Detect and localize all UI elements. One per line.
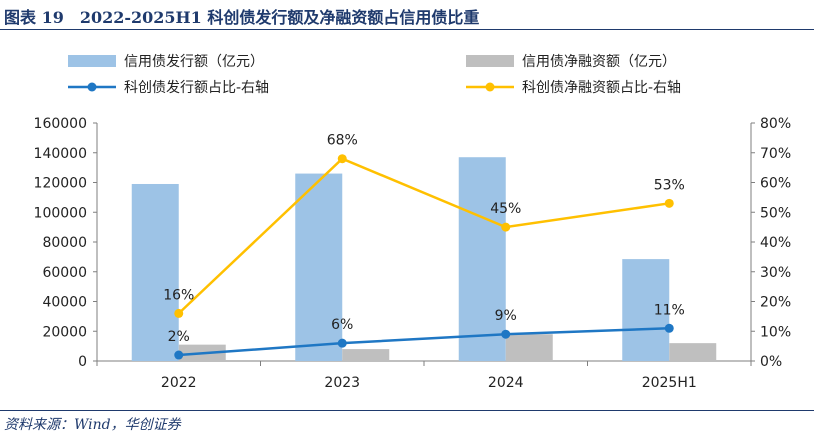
legend-marker (485, 82, 495, 92)
right-tick-label: 50% (760, 205, 791, 221)
data-label: 6% (331, 317, 353, 333)
bar-issuance (295, 173, 343, 361)
legend-item: 信用债发行额（亿元） (68, 54, 264, 70)
right-tick-label: 30% (760, 265, 791, 281)
x-tick-label: 2023 (324, 375, 360, 391)
bar-issuance (622, 259, 670, 361)
source-note: 资料来源：Wind，华创证券 (4, 417, 181, 433)
right-tick-label: 70% (760, 146, 791, 162)
legend-item: 科创债净融资额占比-右轴 (466, 80, 681, 96)
point-net-financing-share (501, 222, 511, 232)
left-tick-label: 160000 (34, 116, 87, 132)
right-tick-label: 10% (760, 324, 791, 340)
right-tick-label: 40% (760, 235, 791, 251)
lines (174, 154, 674, 360)
bar-net-financing (669, 343, 717, 361)
chart: 信用债发行额（亿元） 信用债净融资额（亿元） 科创债发行额占比-右轴 科创债净融资额占… (34, 54, 792, 391)
point-issuance-share (664, 323, 674, 333)
legend-item: 科创债发行额占比-右轴 (68, 80, 269, 96)
bar-issuance (458, 157, 506, 361)
point-issuance-share (501, 329, 511, 339)
title-bar (0, 0, 814, 30)
data-label: 9% (495, 308, 517, 324)
legend-swatch (68, 55, 116, 67)
legend-item: 信用债净融资额（亿元） (466, 54, 676, 70)
right-tick-label: 20% (760, 295, 791, 311)
left-tick-label: 0 (78, 354, 87, 370)
x-tick-label: 2024 (488, 375, 524, 391)
data-label: 45% (490, 201, 521, 217)
left-tick-label: 60000 (42, 265, 87, 281)
line-issuance-share (178, 327, 670, 357)
bars (131, 157, 717, 361)
bar-net-financing (505, 334, 553, 361)
left-tick-label: 20000 (42, 324, 87, 340)
chart-title: 图表 19 2022-2025H1 科创债发行额及净融资额占信用债比重 (4, 8, 480, 27)
data-labels: 2% 6% 9% 11% 16% 68% 45% 53% (163, 133, 685, 345)
legend-label: 科创债净融资额占比-右轴 (522, 80, 681, 96)
data-label: 68% (327, 133, 358, 149)
legend: 信用债发行额（亿元） 信用债净融资额（亿元） 科创债发行额占比-右轴 科创债净融资额占… (68, 54, 681, 96)
left-tick-label: 120000 (34, 176, 87, 192)
point-issuance-share (337, 338, 347, 348)
source-divider (0, 410, 814, 411)
bar-issuance (131, 183, 179, 361)
legend-marker (87, 82, 97, 92)
line-net-financing-share (177, 157, 670, 315)
legend-label: 信用债发行额（亿元） (124, 54, 264, 70)
data-label: 16% (163, 287, 194, 303)
left-tick-label: 100000 (34, 205, 87, 221)
x-tick-label: 2022 (161, 375, 197, 391)
right-tick-label: 60% (760, 176, 791, 192)
left-tick-label: 40000 (42, 295, 87, 311)
point-issuance-share (174, 350, 184, 360)
right-tick-label: 80% (760, 116, 791, 132)
x-tick-label: 2025H1 (642, 375, 697, 391)
data-label: 2% (168, 329, 190, 345)
bar-net-financing (342, 349, 390, 361)
data-label: 53% (654, 177, 685, 193)
legend-swatch (466, 55, 514, 67)
right-tick-label: 0% (760, 354, 782, 370)
point-net-financing-share (337, 154, 347, 164)
point-net-financing-share (664, 198, 674, 208)
left-tick-label: 140000 (34, 146, 87, 162)
point-net-financing-share (174, 308, 184, 318)
legend-label: 信用债净融资额（亿元） (522, 54, 676, 70)
data-label: 11% (654, 302, 685, 318)
left-tick-label: 80000 (42, 235, 87, 251)
legend-label: 科创债发行额占比-右轴 (124, 80, 269, 96)
